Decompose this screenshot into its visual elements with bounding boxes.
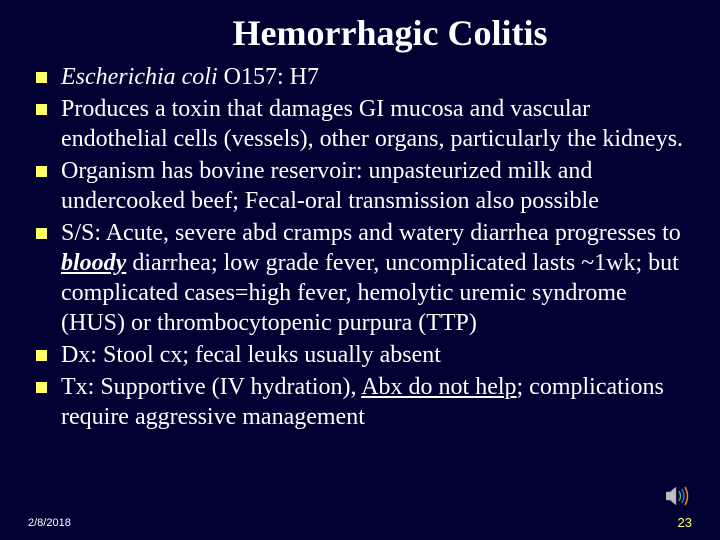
- speaker-icon: [666, 486, 690, 506]
- text-segment: Abx do not help: [361, 374, 516, 400]
- footer-date: 2/8/2018: [28, 517, 71, 529]
- bullet-text: Dx: Stool cx; fecal leuks usually absent: [61, 340, 441, 370]
- text-segment: Dx: Stool cx; fecal leuks usually absent: [61, 342, 441, 368]
- bullet-square-icon: [36, 228, 47, 239]
- text-segment: Escherichia coli: [61, 64, 218, 90]
- bullet-square-icon: [36, 350, 47, 361]
- slide-content: Escherichia coli O157: H7 Produces a toxi…: [28, 62, 692, 432]
- text-segment: S/S: Acute, severe abd cramps and watery…: [61, 220, 681, 246]
- bullet-text: S/S: Acute, severe abd cramps and watery…: [61, 218, 692, 338]
- bullet-item: Produces a toxin that damages GI mucosa …: [36, 94, 692, 154]
- slide-footer: 2/8/2018 23: [28, 515, 692, 530]
- text-segment: bloody: [61, 250, 126, 276]
- bullet-list: Escherichia coli O157: H7 Produces a toxi…: [36, 62, 692, 432]
- bullet-item: Organism has bovine reservoir: unpasteur…: [36, 156, 692, 216]
- footer-page-number: 23: [678, 515, 692, 530]
- text-segment: Produces a toxin that damages GI mucosa …: [61, 96, 683, 152]
- bullet-text: Tx: Supportive (IV hydration), Abx do no…: [61, 372, 692, 432]
- bullet-text: Produces a toxin that damages GI mucosa …: [61, 94, 692, 154]
- bullet-text: Escherichia coli O157: H7: [61, 62, 319, 92]
- slide-container: Hemorrhagic Colitis Escherichia coli O15…: [0, 0, 720, 540]
- text-segment: diarrhea; low grade fever, uncomplicated…: [61, 250, 679, 336]
- bullet-item: S/S: Acute, severe abd cramps and watery…: [36, 218, 692, 338]
- bullet-item: Escherichia coli O157: H7: [36, 62, 692, 92]
- slide-title: Hemorrhagic Colitis: [28, 12, 692, 54]
- bullet-square-icon: [36, 382, 47, 393]
- bullet-square-icon: [36, 72, 47, 83]
- bullet-square-icon: [36, 166, 47, 177]
- bullet-item: Tx: Supportive (IV hydration), Abx do no…: [36, 372, 692, 432]
- text-segment: O157: H7: [218, 64, 319, 90]
- text-segment: Tx: Supportive (IV hydration),: [61, 374, 361, 400]
- bullet-square-icon: [36, 104, 47, 115]
- bullet-text: Organism has bovine reservoir: unpasteur…: [61, 156, 692, 216]
- text-segment: Organism has bovine reservoir: unpasteur…: [61, 158, 599, 214]
- bullet-item: Dx: Stool cx; fecal leuks usually absent: [36, 340, 692, 370]
